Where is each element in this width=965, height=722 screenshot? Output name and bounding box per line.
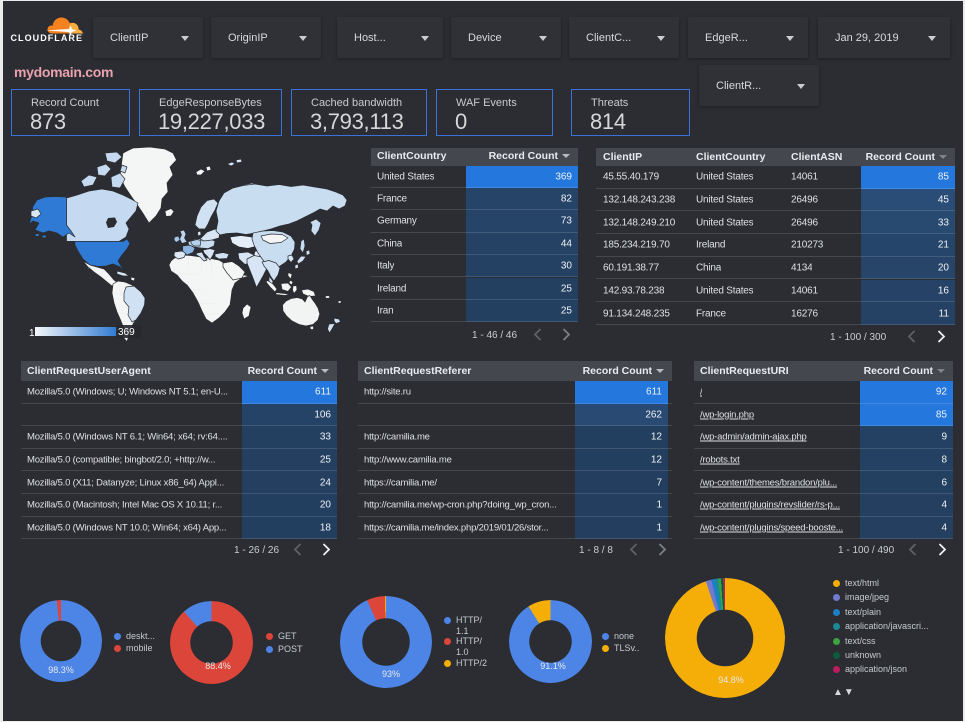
svg-text:1: 1	[29, 328, 35, 339]
svg-text:369: 369	[118, 327, 135, 338]
svg-text:CLOUDFLARE: CLOUDFLARE	[11, 33, 84, 43]
